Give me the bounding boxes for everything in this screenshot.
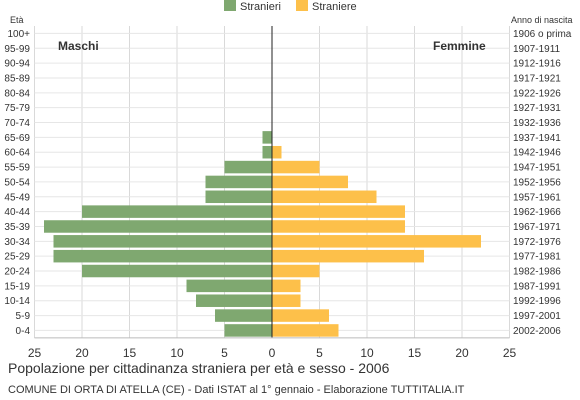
bar-straniere bbox=[272, 205, 405, 218]
bar-stranieri bbox=[205, 175, 272, 189]
age-label: 25-29 bbox=[4, 252, 30, 263]
age-label: 55-59 bbox=[4, 163, 30, 174]
x-tick-label: 5 bbox=[221, 346, 228, 360]
chart-title: Popolazione per cittadinanza straniera p… bbox=[8, 360, 390, 376]
age-label: 45-49 bbox=[4, 192, 30, 203]
y-right-axis-title: Anno di nascita bbox=[511, 15, 573, 25]
bar-stranieri bbox=[262, 145, 272, 159]
bar-stranieri bbox=[53, 249, 272, 263]
legend: Stranieri Straniere bbox=[224, 0, 357, 13]
age-label: 5-9 bbox=[16, 311, 31, 322]
age-label: 20-24 bbox=[4, 267, 30, 278]
birth-year-label: 1977-1981 bbox=[513, 252, 561, 263]
bar-stranieri bbox=[82, 264, 272, 278]
population-pyramid-chart: 25 20 15 10 5 0 5 10 15 20 25 100+ 1906 o prima 95-99… bbox=[4, 0, 573, 360]
axes bbox=[34, 26, 510, 339]
bar-straniere bbox=[272, 279, 301, 293]
x-tick-label: 25 bbox=[28, 346, 42, 360]
chart-credit: COMUNE DI ORTA DI ATELLA (CE) - Dati IST… bbox=[8, 384, 465, 396]
birth-year-label: 1922-1926 bbox=[513, 88, 561, 99]
bar-stranieri bbox=[224, 160, 272, 174]
bars bbox=[44, 131, 481, 337]
bar-stranieri bbox=[215, 309, 272, 322]
x-tick-label: 0 bbox=[269, 346, 276, 360]
birth-year-label: 1967-1971 bbox=[513, 222, 561, 233]
x-tick-label: 15 bbox=[408, 346, 422, 360]
legend-swatch-stranieri bbox=[224, 0, 236, 11]
x-tick-label: 10 bbox=[360, 346, 374, 360]
age-label: 70-74 bbox=[4, 118, 30, 129]
birth-year-label: 1906 o prima bbox=[513, 29, 572, 40]
bar-straniere bbox=[272, 324, 339, 337]
birth-year-label: 1942-1946 bbox=[513, 148, 561, 159]
x-tick-label: 15 bbox=[123, 346, 137, 360]
birth-year-label: 1992-1996 bbox=[513, 296, 561, 307]
age-label: 100+ bbox=[7, 29, 30, 40]
x-tick-label: 10 bbox=[170, 346, 184, 360]
bar-stranieri bbox=[82, 205, 272, 218]
x-tick-label: 20 bbox=[75, 346, 89, 360]
x-tick-label: 20 bbox=[455, 346, 469, 360]
age-label: 40-44 bbox=[4, 207, 30, 218]
females-label: Femmine bbox=[433, 39, 486, 53]
birth-year-label: 1982-1986 bbox=[513, 267, 561, 278]
age-label: 0-4 bbox=[16, 326, 31, 337]
birth-year-label: 1927-1931 bbox=[513, 103, 561, 114]
bar-stranieri bbox=[262, 131, 272, 144]
legend-label-straniere: Straniere bbox=[312, 1, 357, 13]
legend-swatch-straniere bbox=[296, 0, 308, 11]
age-label: 50-54 bbox=[4, 177, 30, 188]
bar-straniere bbox=[272, 235, 481, 248]
age-label: 30-34 bbox=[4, 237, 30, 248]
bar-stranieri bbox=[44, 220, 272, 233]
birth-year-label: 1947-1951 bbox=[513, 163, 561, 174]
bar-straniere bbox=[272, 160, 320, 174]
birth-year-label: 1997-2001 bbox=[513, 311, 561, 322]
birth-year-label: 1972-1976 bbox=[513, 237, 561, 248]
birth-year-label: 2002-2006 bbox=[513, 326, 561, 337]
bar-straniere bbox=[272, 145, 282, 159]
bar-straniere bbox=[272, 175, 348, 189]
birth-year-label: 1907-1911 bbox=[513, 44, 561, 55]
age-label: 15-19 bbox=[4, 281, 30, 292]
age-label: 65-69 bbox=[4, 133, 30, 144]
birth-year-label: 1937-1941 bbox=[513, 133, 561, 144]
x-tick-label: 5 bbox=[316, 346, 323, 360]
age-label: 85-89 bbox=[4, 73, 30, 84]
age-label: 60-64 bbox=[4, 148, 30, 159]
y-left-axis-title: Età bbox=[10, 15, 24, 25]
age-label: 80-84 bbox=[4, 88, 30, 99]
bar-stranieri bbox=[224, 324, 272, 337]
age-label: 10-14 bbox=[4, 296, 30, 307]
age-label: 35-39 bbox=[4, 222, 30, 233]
birth-year-label: 1917-1921 bbox=[513, 73, 561, 84]
bar-straniere bbox=[272, 309, 329, 322]
bar-stranieri bbox=[205, 190, 272, 204]
tick-labels: 25 20 15 10 5 0 5 10 15 20 25 100+ 1906 o prima 95-99… bbox=[4, 29, 571, 360]
bar-stranieri bbox=[196, 294, 272, 307]
age-label: 90-94 bbox=[4, 59, 30, 70]
birth-year-label: 1957-1961 bbox=[513, 192, 561, 203]
birth-year-label: 1962-1966 bbox=[513, 207, 561, 218]
x-tick-label: 25 bbox=[503, 346, 517, 360]
birth-year-label: 1932-1936 bbox=[513, 118, 561, 129]
birth-year-label: 1912-1916 bbox=[513, 59, 561, 70]
bar-straniere bbox=[272, 190, 377, 204]
bar-stranieri bbox=[186, 279, 272, 293]
bar-stranieri bbox=[53, 235, 272, 248]
age-label: 75-79 bbox=[4, 103, 30, 114]
bar-straniere bbox=[272, 264, 320, 278]
age-label: 95-99 bbox=[4, 44, 30, 55]
males-label: Maschi bbox=[58, 39, 99, 53]
bar-straniere bbox=[272, 249, 424, 263]
birth-year-label: 1987-1991 bbox=[513, 281, 561, 292]
bar-straniere bbox=[272, 294, 301, 307]
birth-year-label: 1952-1956 bbox=[513, 177, 561, 188]
bar-straniere bbox=[272, 220, 405, 233]
legend-label-stranieri: Stranieri bbox=[240, 1, 281, 13]
